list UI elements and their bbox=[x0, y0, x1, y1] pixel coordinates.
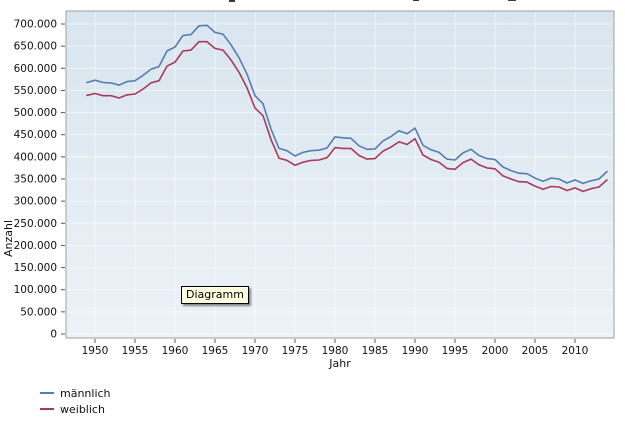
x-tick-label: 2010 bbox=[562, 345, 589, 357]
y-tick-label: 150.000 bbox=[14, 262, 57, 274]
tick-marks bbox=[61, 23, 576, 343]
y-tick-label: 100.000 bbox=[14, 284, 57, 296]
x-tick-label: 2000 bbox=[482, 345, 509, 357]
x-tick-label: 1955 bbox=[122, 345, 149, 357]
legend-item: weiblich bbox=[40, 401, 111, 417]
legend-item: männlich bbox=[40, 385, 111, 401]
plot-border bbox=[65, 10, 615, 339]
x-tick-label: 1975 bbox=[282, 345, 309, 357]
legend: männlich weiblich bbox=[40, 385, 111, 417]
legend-label: männlich bbox=[60, 386, 111, 400]
y-tick-label: 500.000 bbox=[14, 107, 57, 119]
x-tick-label: 2005 bbox=[522, 345, 549, 357]
y-tick-label: 0 bbox=[50, 329, 57, 341]
x-tick-label: 1960 bbox=[162, 345, 189, 357]
cropped-title-fragment bbox=[229, 0, 235, 2]
y-axis-title: Anzahl bbox=[2, 219, 15, 257]
y-tick-label: 700.000 bbox=[14, 19, 57, 31]
legend-line-swatch bbox=[40, 408, 54, 410]
x-tick-label: 1970 bbox=[242, 345, 269, 357]
cropped-title-fragment bbox=[508, 0, 516, 1]
x-tick-label: 1980 bbox=[322, 345, 349, 357]
cropped-title-fragment bbox=[413, 0, 419, 1]
chart-plot-area[interactable] bbox=[66, 11, 614, 338]
line-series-maennlich[interactable] bbox=[86, 24, 608, 185]
plot-frame bbox=[65, 10, 615, 339]
y-tick-label: 300.000 bbox=[14, 196, 57, 208]
x-tick-label: 1990 bbox=[402, 345, 429, 357]
x-tick-label: 1950 bbox=[82, 345, 109, 357]
y-tick-label: 550.000 bbox=[14, 85, 57, 97]
line-series-weiblich[interactable] bbox=[86, 40, 608, 193]
y-tick-label: 350.000 bbox=[14, 174, 57, 186]
y-tick-label: 400.000 bbox=[14, 151, 57, 163]
y-tick-label: 450.000 bbox=[14, 129, 57, 141]
x-tick-label: 1995 bbox=[442, 345, 469, 357]
x-tick-label: 1965 bbox=[202, 345, 229, 357]
tooltip: Diagramm bbox=[181, 286, 249, 304]
x-tick-label: 1985 bbox=[362, 345, 389, 357]
tick-labels: 0 50.000 100.000 150.000 200.000 250.000 300.0… bbox=[14, 19, 589, 358]
x-axis-title: Jahr bbox=[329, 357, 351, 370]
legend-label: weiblich bbox=[60, 402, 105, 416]
y-tick-label: 650.000 bbox=[14, 41, 57, 53]
plot-background[interactable] bbox=[66, 11, 614, 338]
legend-line-swatch bbox=[40, 392, 54, 394]
y-tick-label: 50.000 bbox=[20, 306, 57, 318]
gridlines bbox=[66, 11, 614, 338]
data-series bbox=[86, 24, 608, 193]
y-tick-label: 250.000 bbox=[14, 218, 57, 230]
y-tick-label: 600.000 bbox=[14, 63, 57, 75]
y-tick-label: 200.000 bbox=[14, 240, 57, 252]
